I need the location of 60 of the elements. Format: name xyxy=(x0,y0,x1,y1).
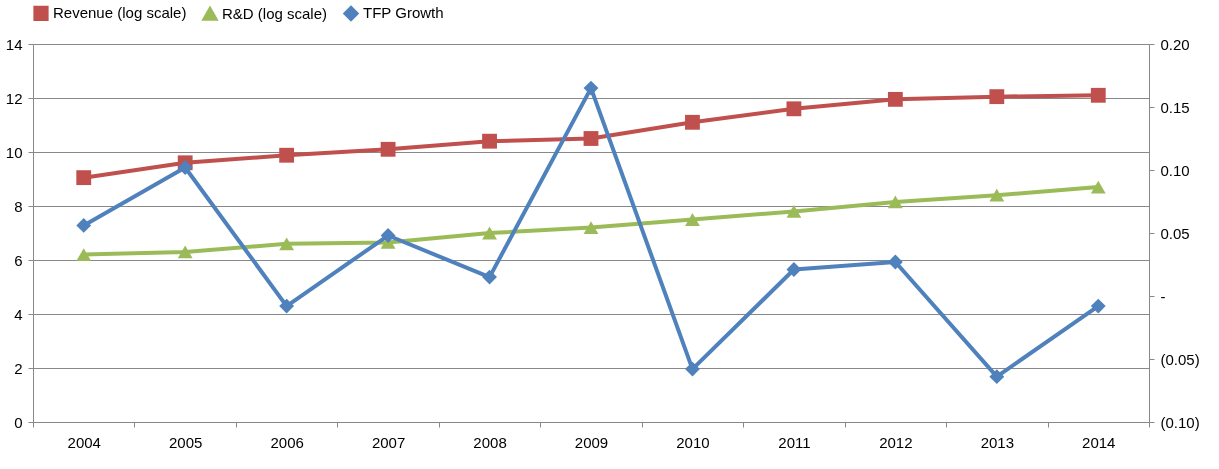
y2-tick-label: 0.10 xyxy=(1160,161,1190,179)
x-tick-label: 2007 xyxy=(371,433,406,451)
point xyxy=(583,131,599,146)
y-tick-label: 6 xyxy=(14,251,23,269)
x-tick-label: 2006 xyxy=(270,433,304,451)
x-tick-label: 2008 xyxy=(473,433,507,451)
y-tick-label: 14 xyxy=(5,35,23,53)
point xyxy=(279,147,295,163)
y-tick-label: 2 xyxy=(14,359,23,377)
point xyxy=(76,218,92,233)
point xyxy=(786,101,802,117)
point xyxy=(685,361,700,377)
x-tick-label: 2004 xyxy=(67,433,101,451)
point xyxy=(887,91,903,107)
point xyxy=(583,80,599,96)
y-tick-label: 4 xyxy=(14,305,23,323)
x-tick-label: 2013 xyxy=(980,433,1015,451)
point xyxy=(989,369,1005,385)
point xyxy=(1090,87,1106,103)
point xyxy=(279,237,295,251)
x-tick-label: 2009 xyxy=(574,433,609,451)
point xyxy=(482,133,497,149)
point xyxy=(989,89,1005,105)
legend-label: Revenue (log scale) xyxy=(53,4,187,22)
point xyxy=(887,195,903,209)
point xyxy=(685,213,700,226)
y2-tick-label: 0.05 xyxy=(1160,224,1190,242)
point xyxy=(279,298,295,314)
point xyxy=(1090,298,1106,314)
point xyxy=(685,114,700,130)
point xyxy=(177,160,193,175)
point xyxy=(482,269,497,285)
legend-label: TFP Growth xyxy=(363,4,444,22)
y2-tick-label: (0.10) xyxy=(1160,413,1200,431)
x-tick-label: 2012 xyxy=(879,433,913,451)
point xyxy=(1090,180,1106,194)
x-tick-label: 2014 xyxy=(1082,433,1116,451)
point xyxy=(482,226,497,240)
y-tick-label: 0 xyxy=(14,413,23,431)
point xyxy=(887,254,903,270)
point xyxy=(380,141,396,157)
x-tick-label: 2005 xyxy=(168,433,203,451)
x-tick-label: 2011 xyxy=(778,433,811,451)
point xyxy=(380,228,396,243)
point xyxy=(786,262,802,277)
point xyxy=(177,245,193,259)
x-tick-label: 2010 xyxy=(676,433,710,451)
point xyxy=(583,221,599,235)
y-tick-label: 12 xyxy=(5,89,23,107)
y2-tick-label: 0.15 xyxy=(1160,98,1190,116)
point xyxy=(76,170,92,186)
y2-tick-label: 0.20 xyxy=(1160,35,1190,53)
point xyxy=(76,248,92,262)
y2-tick-label: (0.05) xyxy=(1160,350,1200,368)
legend-label: R&D (log scale) xyxy=(222,4,328,22)
y2-tick-label: - xyxy=(1160,287,1166,305)
point xyxy=(786,204,802,218)
y-tick-label: 8 xyxy=(14,197,23,215)
y-tick-label: 10 xyxy=(5,143,23,161)
point xyxy=(989,188,1005,202)
